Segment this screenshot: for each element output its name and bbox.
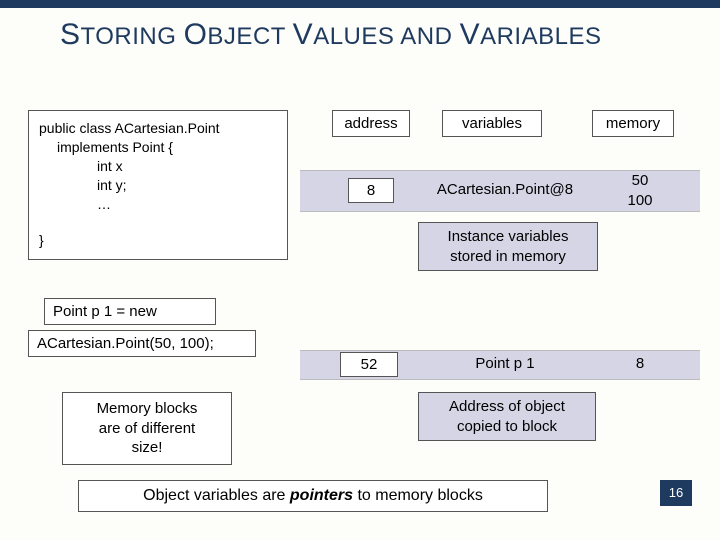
address-copy-note: Address of object copied to block: [418, 392, 596, 441]
note-line: size!: [132, 439, 163, 456]
address-cell: 52: [340, 352, 398, 377]
instance-note: Instance variables stored in memory: [418, 222, 598, 271]
title-cap: S: [60, 18, 81, 51]
variable-cell: ACartesian.Point@8: [410, 181, 600, 198]
address-cell: 8: [348, 178, 394, 203]
memory-value: 50: [615, 172, 665, 189]
title-seg: ALUES AND: [313, 23, 459, 50]
top-accent-bar: [0, 0, 720, 8]
declaration-box: Point p 1 = new: [44, 298, 216, 325]
variables-header: variables: [442, 110, 542, 137]
title-seg: TORING: [81, 23, 184, 50]
title-seg: ARIABLES: [480, 23, 601, 50]
note-line: are of different: [99, 420, 195, 437]
code-line: int x: [39, 157, 277, 176]
note-line: Address of object: [449, 398, 565, 415]
memory-header: memory: [592, 110, 674, 137]
constructor-box: ACartesian.Point(50, 100);: [28, 330, 256, 357]
note-line: Memory blocks: [97, 400, 198, 417]
title-cap: V: [293, 18, 314, 51]
summary-text: to memory blocks: [353, 487, 483, 504]
code-line: }: [39, 231, 277, 250]
memory-value: 8: [620, 355, 660, 372]
slide-title: STORING OBJECT VALUES AND VARIABLES: [60, 18, 690, 52]
summary-emphasis: pointers: [290, 487, 353, 504]
bottom-summary: Object variables are pointers to memory …: [78, 480, 548, 512]
code-line: …: [39, 195, 277, 214]
code-line: public class ACartesian.Point: [39, 119, 277, 138]
title-cap: V: [460, 18, 481, 51]
page-number: 16: [660, 480, 692, 506]
summary-text: Object variables are: [143, 487, 290, 504]
note-line: copied to block: [457, 418, 557, 435]
note-line: Instance variables: [448, 228, 569, 245]
code-line: implements Point {: [39, 138, 277, 157]
variable-cell: Point p 1: [430, 355, 580, 372]
code-box: public class ACartesian.Point implements…: [28, 110, 288, 260]
title-seg: BJECT: [207, 23, 292, 50]
address-header: address: [332, 110, 410, 137]
title-cap: O: [184, 18, 208, 51]
code-line: int y;: [39, 176, 277, 195]
note-line: stored in memory: [450, 248, 566, 265]
memory-value: 100: [615, 192, 665, 209]
memory-block-note: Memory blocks are of different size!: [62, 392, 232, 465]
